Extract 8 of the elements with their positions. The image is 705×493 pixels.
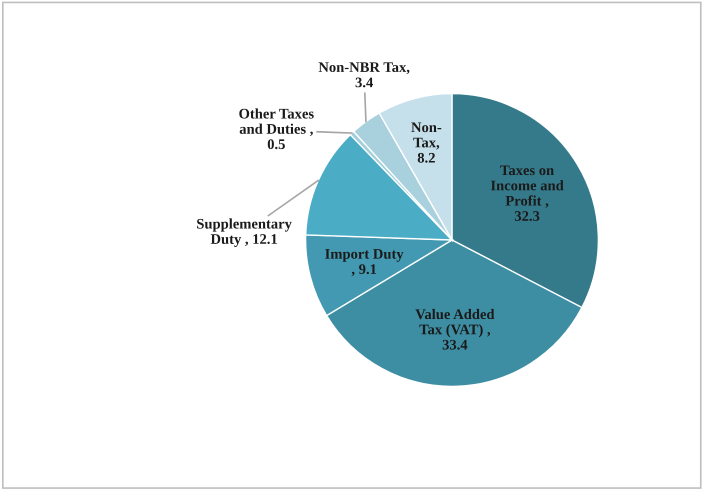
slice-label: Non-NBR Tax, 3.4 xyxy=(318,62,410,88)
data-label: , 9.1 xyxy=(352,264,376,276)
slice-label: Non-Tax, 8.2 xyxy=(411,122,442,163)
slice-label: Taxes on Income and Profit , 32.3 xyxy=(490,165,564,221)
slice-label: Other Taxes and Duties , 0.5 xyxy=(239,108,314,150)
slice-label: Supplementary Duty , 12.1 xyxy=(197,218,292,247)
slice-label: Value Added Tax (VAT) , 33.4 xyxy=(415,308,494,350)
slice-label: Import Duty xyxy=(325,249,404,262)
